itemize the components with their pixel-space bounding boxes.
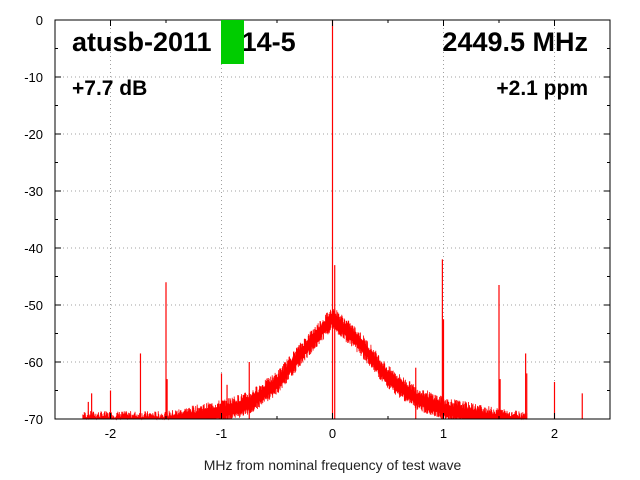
chart-title-left: atusb-2011 214-5 [72,29,296,56]
x-tick-label: -2 [105,426,117,441]
tick-labels: -2 -1 0 1 20-10-20-30-40-50-60-70 [24,13,558,441]
y-tick-label: -20 [24,127,43,142]
ppm-readout: +2.1 ppm [496,77,588,100]
spectrum-trace [82,20,583,421]
y-tick-label: -40 [24,241,43,256]
y-tick-label: -60 [24,355,43,370]
y-tick-label: 0 [36,13,43,28]
axis-ticks [54,19,611,420]
y-tick-label: -30 [24,184,43,199]
status-marker [221,20,244,64]
chart-title-prefix: atusb-2011 [72,27,212,57]
y-tick-label: -70 [24,412,43,427]
x-tick-label: 0 [329,426,336,441]
x-tick-label: -1 [216,426,228,441]
y-tick-label: -50 [24,298,43,313]
x-tick-label: 2 [551,426,558,441]
frequency-title: 2449.5 MHz [442,27,588,57]
x-tick-label: 1 [440,426,447,441]
x-axis-label: MHz from nominal frequency of test wave [204,457,462,473]
gain-readout: +7.7 dB [72,77,148,100]
noise-floor-trace [82,308,528,421]
y-tick-label: -10 [24,70,43,85]
